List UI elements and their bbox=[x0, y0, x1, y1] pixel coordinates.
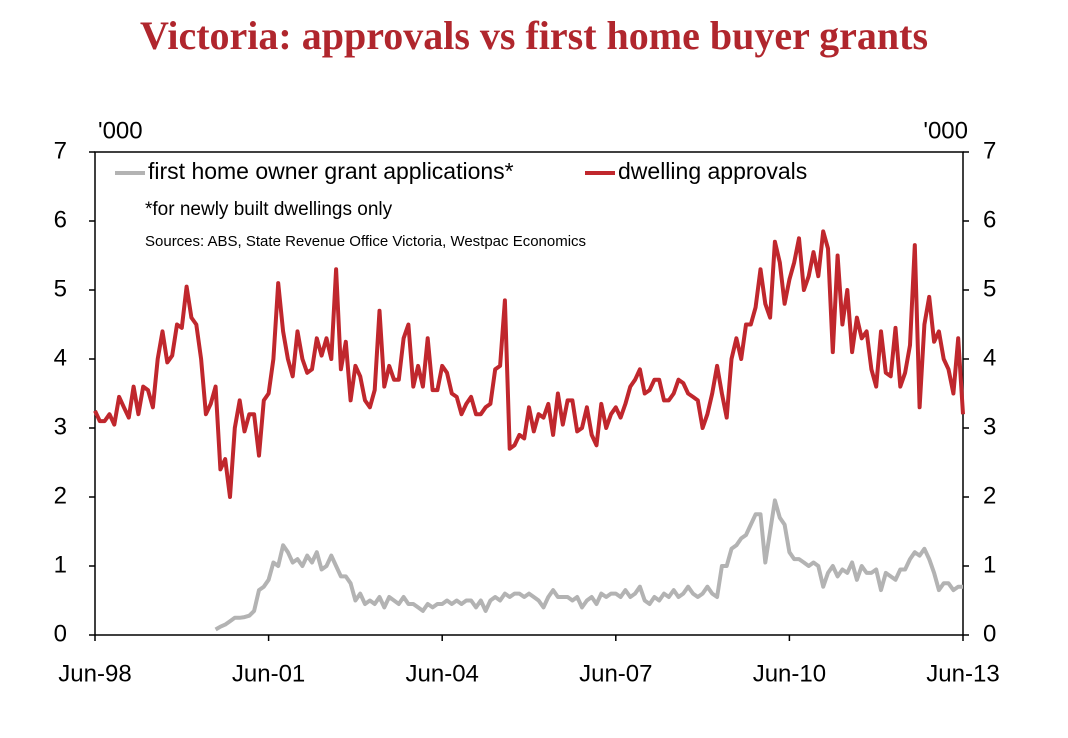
y-axis-label: '000 bbox=[98, 117, 143, 144]
source: Sources: ABS, State Revenue Office Victo… bbox=[145, 233, 586, 250]
plot-frame bbox=[94, 151, 964, 636]
y-tick-label: 0 bbox=[54, 620, 67, 647]
y-tick-label: 5 bbox=[54, 275, 67, 302]
x-tick-label: Jun-07 bbox=[579, 660, 652, 687]
x-tick-label: Jun-98 bbox=[58, 660, 131, 687]
y2-tick-label: 7 bbox=[983, 137, 996, 164]
note: *for newly built dwellings only bbox=[145, 199, 393, 220]
y2-tick-label: 2 bbox=[983, 482, 996, 509]
x-tick-label: Jun-10 bbox=[753, 660, 826, 687]
y-tick-label: 4 bbox=[54, 344, 67, 371]
y2-tick-label: 5 bbox=[983, 275, 996, 302]
x-tick-label: Jun-13 bbox=[926, 660, 999, 687]
y-tick-label: 6 bbox=[54, 206, 67, 233]
y2-tick-label: 4 bbox=[983, 344, 996, 371]
y-tick-label: 3 bbox=[54, 413, 67, 440]
legend-label: first home owner grant applications* bbox=[148, 158, 514, 184]
y2-axis-label: '000 bbox=[923, 117, 968, 144]
y-tick-label: 7 bbox=[54, 137, 67, 164]
legend-label: dwelling approvals bbox=[618, 158, 807, 184]
y2-tick-label: 3 bbox=[983, 413, 996, 440]
y2-tick-label: 0 bbox=[983, 620, 996, 647]
x-tick-label: Jun-01 bbox=[232, 660, 305, 687]
series-line bbox=[214, 498, 963, 632]
y2-tick-label: 1 bbox=[983, 551, 996, 578]
x-tick-label: Jun-04 bbox=[406, 660, 479, 687]
series-line bbox=[93, 229, 965, 499]
y-tick-label: 2 bbox=[54, 482, 67, 509]
chart-title: Victoria: approvals vs first home buyer … bbox=[140, 13, 928, 58]
y2-tick-label: 6 bbox=[983, 206, 996, 233]
y-tick-label: 1 bbox=[54, 551, 67, 578]
